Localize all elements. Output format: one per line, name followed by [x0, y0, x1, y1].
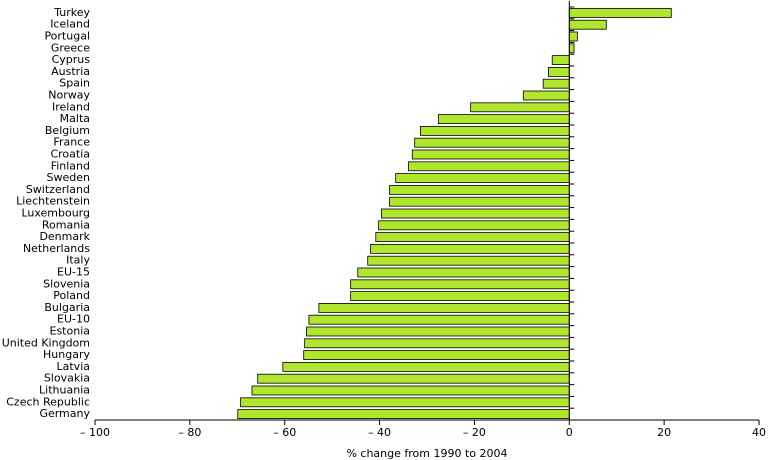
y-tick-label: Austria: [51, 65, 90, 78]
y-tick-label: Cyprus: [52, 53, 91, 66]
bar: [522, 90, 570, 101]
y-tick-label: Sweden: [47, 171, 90, 184]
bar: [548, 67, 570, 77]
bar: [568, 19, 607, 30]
bar: [303, 350, 570, 361]
bar: [318, 302, 570, 313]
bar: [304, 338, 570, 349]
y-tick-label: Germany: [39, 407, 90, 420]
bar: [551, 55, 570, 65]
y-tick-label: Greece: [51, 41, 90, 54]
x-tick-label: – 60: [273, 426, 296, 439]
bar: [308, 314, 570, 325]
x-tick-label: 0: [566, 426, 573, 439]
bar: [350, 279, 570, 290]
y-tick-label: Romania: [42, 218, 90, 231]
y-tick-label: Malta: [60, 112, 90, 125]
bar: [542, 78, 570, 89]
bar: [395, 173, 570, 184]
y-tick-label: Belgium: [45, 124, 90, 137]
x-tick-label: – 20: [463, 426, 486, 439]
y-tick-label: Iceland: [50, 18, 90, 31]
y-tick-label: Norway: [48, 89, 90, 102]
y-tick-label: United Kingdom: [2, 336, 90, 349]
bar: [306, 326, 570, 337]
y-tick-label: Latvia: [57, 360, 91, 373]
y-tick-label: EU-15: [57, 266, 90, 279]
y-tick-label: Liechtenstein: [16, 195, 90, 208]
y-tick-label: Spain: [59, 77, 90, 90]
x-tick-label: – 80: [178, 426, 201, 439]
x-tick-label: – 100: [80, 426, 110, 439]
x-axis-label: % change from 1990 to 2004: [346, 447, 507, 460]
y-tick-label: Portugal: [44, 30, 90, 43]
bar: [568, 31, 578, 42]
y-tick-label: Lithuania: [39, 384, 90, 397]
bar: [411, 149, 570, 160]
bar: [568, 7, 672, 18]
y-tick-label: Bulgaria: [44, 301, 90, 314]
y-tick-label: Turkey: [53, 6, 90, 19]
y-tick-label: Hungary: [43, 348, 90, 361]
y-tick-label: Netherlands: [23, 242, 90, 255]
bar: [350, 291, 570, 302]
bar: [237, 409, 570, 420]
y-tick-label: Estonia: [50, 325, 91, 338]
y-tick-label: Slovakia: [44, 372, 90, 385]
bar: [414, 137, 570, 148]
bar: [375, 232, 570, 243]
bar: [389, 184, 570, 195]
y-tick-label: Luxembourg: [21, 207, 90, 220]
y-tick-label: Poland: [53, 289, 90, 302]
bar: [357, 267, 570, 278]
bar: [470, 102, 570, 113]
bar: [251, 385, 570, 396]
y-tick-label: Czech Republic: [6, 395, 90, 408]
y-tick-label: Croatia: [50, 148, 90, 161]
bar: [568, 43, 575, 54]
y-tick-label: Denmark: [39, 230, 90, 243]
bar: [378, 220, 570, 231]
bar: [437, 114, 570, 124]
y-tick-label: Ireland: [52, 100, 90, 113]
y-tick-label: Finland: [51, 159, 90, 172]
bar: [381, 208, 570, 219]
bar: [257, 373, 570, 384]
y-tick-label: Slovenia: [43, 277, 90, 290]
y-tick-label: EU-10: [57, 313, 90, 326]
bar: [282, 361, 570, 372]
x-tick-label: 40: [752, 426, 766, 439]
y-tick-label: Switzerland: [26, 183, 90, 196]
bar: [367, 255, 570, 266]
y-tick-label: Italy: [66, 254, 90, 267]
x-tick-label: – 40: [368, 426, 391, 439]
x-tick-label: 20: [657, 426, 671, 439]
bar: [370, 243, 570, 254]
bar: [419, 126, 570, 136]
y-tick-label: France: [53, 136, 90, 149]
bar: [408, 161, 570, 172]
bar: [240, 397, 570, 408]
bar: [389, 196, 570, 207]
